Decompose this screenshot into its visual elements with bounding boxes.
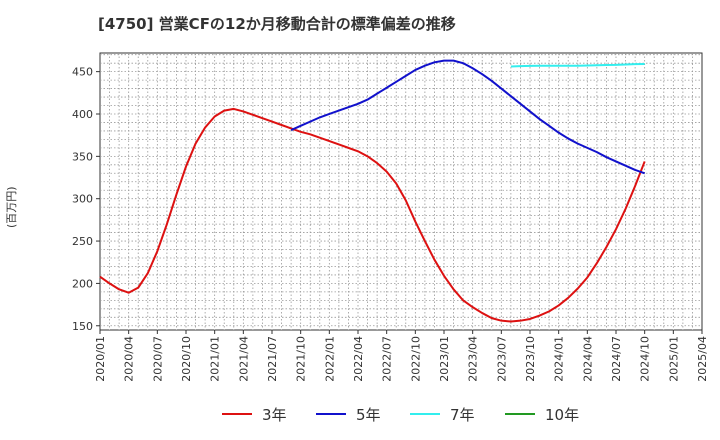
series-lines (99, 59, 646, 323)
x-axis-ticks: 2020/01 2020/04 2020/07 2020/10 2021/01 2021/… (94, 330, 709, 382)
series-line-3 (510, 63, 645, 68)
x-tick-label: 2022/01 (323, 336, 336, 382)
series-line-2 (290, 59, 646, 175)
x-tick-label: 2022/07 (381, 336, 394, 382)
legend-swatch (410, 413, 440, 415)
legend-label: 7年 (450, 405, 475, 424)
x-tick-label: 2025/04 (696, 336, 709, 382)
x-tick-label: 2024/10 (639, 336, 652, 382)
legend-swatch (222, 413, 252, 415)
y-tick-label: 300 (72, 193, 93, 206)
x-tick-label: 2024/07 (610, 336, 623, 382)
x-tick-label: 2020/04 (123, 336, 136, 382)
x-tick-label: 2020/01 (94, 336, 107, 382)
legend-swatch (505, 413, 535, 415)
x-tick-label: 2022/10 (409, 336, 422, 382)
y-tick-label: 200 (72, 277, 93, 290)
x-tick-label: 2021/01 (209, 336, 222, 382)
y-tick-label: 250 (72, 235, 93, 248)
x-tick-label: 2023/07 (495, 336, 508, 382)
legend-label: 10年 (545, 405, 580, 424)
legend-swatch (316, 413, 346, 415)
x-tick-label: 2022/04 (352, 336, 365, 382)
legend-label: 5年 (356, 405, 381, 424)
x-tick-label: 2020/07 (151, 336, 164, 382)
series-line-1 (99, 107, 646, 323)
legend-item: 7年 (410, 402, 475, 426)
x-tick-label: 2021/07 (266, 336, 279, 382)
x-tick-label: 2021/04 (237, 336, 250, 382)
y-tick-label: 450 (72, 66, 93, 79)
x-tick-label: 2023/10 (524, 336, 537, 382)
x-tick-label: 2020/10 (180, 336, 193, 382)
x-tick-label: 2021/10 (295, 336, 308, 382)
grid-lines (100, 53, 702, 330)
chart-title: [4750] 営業CFの12か月移動合計の標準偏差の推移 (98, 15, 456, 33)
x-tick-label: 2025/01 (667, 336, 680, 382)
x-tick-label: 2023/04 (467, 336, 480, 382)
legend-item: 3年 (222, 402, 287, 426)
legend-item: 5年 (316, 402, 381, 426)
legend-item: 10年 (505, 402, 579, 426)
x-tick-label: 2024/01 (553, 336, 566, 382)
x-tick-label: 2023/01 (438, 336, 451, 382)
y-tick-label: 400 (72, 108, 93, 121)
y-tick-label: 350 (72, 150, 93, 163)
x-tick-label: 2024/04 (581, 336, 594, 382)
legend: 3年 5年 7年 10年 (0, 402, 720, 426)
legend-label: 3年 (262, 405, 287, 424)
y-axis-ticks: 150 200 250 300 350 400 450 (72, 66, 100, 333)
y-tick-label: 150 (72, 320, 93, 333)
